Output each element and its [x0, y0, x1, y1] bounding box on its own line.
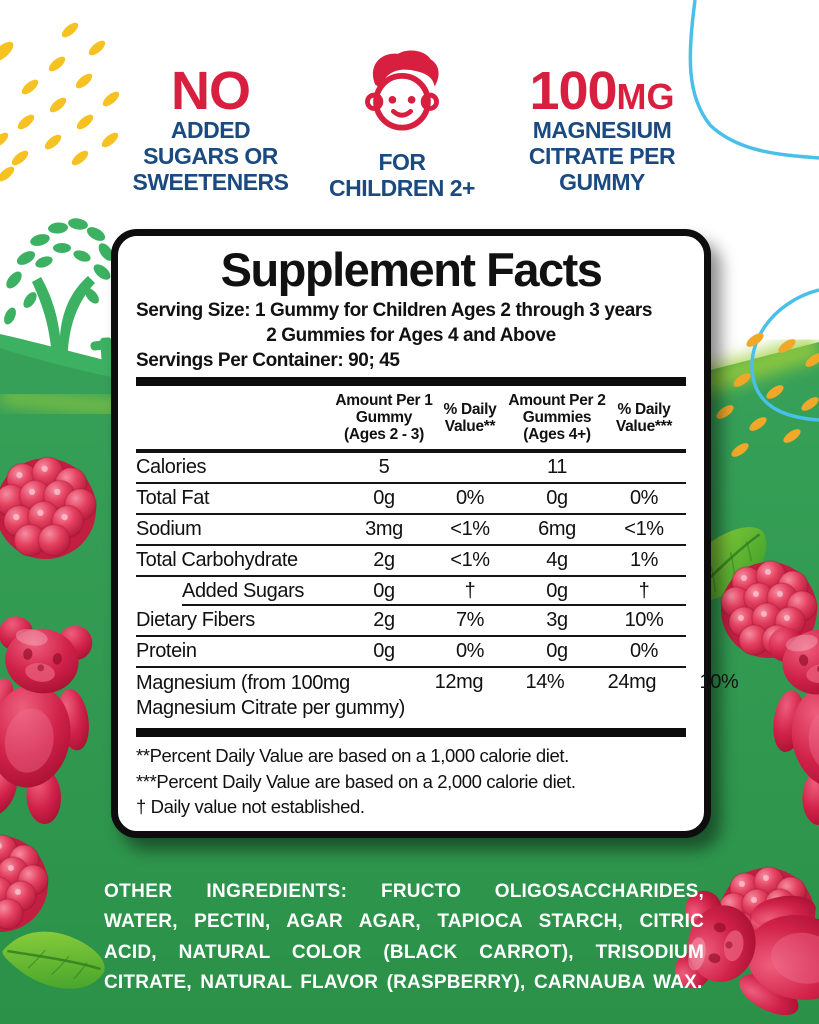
row-name: Added Sugars: [182, 580, 304, 603]
row-dv-2: 0%: [629, 487, 659, 510]
row-name: Dietary Fibers: [136, 609, 255, 632]
row-name: Magnesium (from 100mg Magnesium Citrate …: [136, 671, 409, 721]
row-dv-2: 1%: [629, 549, 659, 572]
row-value-2: 3g: [546, 609, 568, 632]
row-dv-1: <1%: [450, 549, 490, 572]
row-value-1: 12mg: [434, 671, 484, 694]
row-value-2: 0g: [546, 640, 568, 663]
row-name: Total Fat: [136, 487, 210, 510]
child-face-icon: [365, 50, 439, 131]
table-row-magnesium: Magnesium (from 100mg Magnesium Citrate …: [136, 668, 739, 724]
row-value-1: 0g: [373, 580, 395, 603]
table-row-total-carbohydrate: Total Carbohydrate 2g <1% 4g 1%: [136, 546, 686, 578]
badge-no-line-3: SWEETENERS: [132, 168, 289, 195]
row-dv-2: 0%: [629, 640, 659, 663]
row-value-2: 4g: [546, 549, 568, 572]
other-ingredients: OTHER INGREDIENTS: FRUCTO OLIGOSACCHARID…: [104, 877, 704, 999]
row-name: Total Carbohydrate: [136, 549, 298, 572]
row-name: Protein: [136, 640, 197, 663]
badge-for-children: FOR CHILDREN 2+: [318, 46, 486, 202]
table-row-calories: Calories 5 11: [136, 453, 686, 485]
row-value-2: 0g: [546, 580, 568, 603]
nutrition-table: Amount Per 1 Gummy (Ages 2 - 3) % Daily …: [136, 386, 739, 724]
servings-per-container: Servings Per Container: 90; 45: [136, 350, 400, 372]
row-name: Calories: [136, 456, 207, 479]
footnote-2: ***Percent Daily Value are based on a 2,…: [136, 770, 576, 792]
row-value-1: 5: [378, 456, 390, 479]
thick-divider-top: [136, 377, 686, 387]
row-value-1: 2g: [373, 609, 395, 632]
serving-size-line-1: Serving Size: 1 Gummy for Children Ages …: [136, 299, 653, 321]
table-header-row: Amount Per 1 Gummy (Ages 2 - 3) % Daily …: [136, 386, 686, 454]
table-row-added-sugars: Added Sugars 0g † 0g †: [136, 577, 686, 607]
row-dv-2: 10%: [624, 609, 664, 632]
table-row-sodium: Sodium 3mg <1% 6mg <1%: [136, 515, 686, 547]
badge-child-line-2: CHILDREN 2+: [329, 174, 475, 201]
row-dv-2: 10%: [699, 671, 739, 694]
row-name: Sodium: [136, 518, 202, 541]
table-row-protein: Protein 0g 0% 0g 0%: [136, 637, 686, 669]
magnesium-name-line-2: Magnesium Citrate per gummy): [136, 697, 405, 720]
supplement-facts-panel: Supplement Facts Serving Size: 1 Gummy f…: [111, 229, 739, 838]
badge-mg-line-2: CITRATE PER: [528, 142, 676, 169]
row-value-2: 0g: [546, 487, 568, 510]
serving-size-line-2: 2 Gummies for Ages 4 and Above: [266, 325, 556, 347]
magnesium-name-line-1: Magnesium (from 100mg: [136, 672, 350, 695]
header-amount-2-gummies: Amount Per 2 Gummies (Ages 4+): [508, 392, 606, 444]
badge-mg-line-1: MAGNESIUM: [532, 117, 672, 143]
footnote-3: † Daily value not established.: [136, 796, 365, 818]
row-dv-2: <1%: [624, 518, 664, 541]
row-value-2: 6mg: [538, 518, 576, 541]
badge-mg-value: 100MG: [512, 64, 692, 118]
panel-title: Supplement Facts: [220, 243, 603, 296]
yellow-dashes-left: [0, 22, 120, 182]
thick-divider-bottom: [136, 728, 686, 738]
row-value-2: 24mg: [607, 671, 657, 694]
raspberry-left: [0, 456, 97, 560]
row-dv-1: 0%: [455, 487, 485, 510]
badge-no-emphasis: NO: [171, 61, 251, 121]
badge-no-line-1: ADDED: [170, 117, 251, 143]
badge-mg-line-3: GUMMY: [559, 168, 645, 195]
header-amount-1-gummy: Amount Per 1 Gummy (Ages 2 - 3): [335, 392, 433, 444]
footnote-1: **Percent Daily Value are based on a 1,0…: [136, 745, 569, 767]
row-value-2: 11: [547, 456, 567, 479]
header-daily-value-2: % Daily Value***: [615, 400, 673, 435]
row-dv-1: <1%: [450, 518, 490, 541]
badge-mg-number: 100: [529, 61, 617, 121]
row-value-1: 3mg: [365, 518, 403, 541]
badge-child-line-1: FOR: [378, 149, 426, 175]
table-row-dietary-fibers: Dietary Fibers 2g 7% 3g 10%: [136, 606, 686, 638]
table-row-total-fat: Total Fat 0g 0% 0g 0%: [136, 484, 686, 516]
badge-mg-unit: MG: [616, 76, 675, 117]
row-dv-2: †: [638, 580, 650, 603]
other-ingredients-text: FRUCTO OLIGOSACCHARIDES, WATER, PECTIN, …: [104, 881, 704, 994]
row-value-1: 2g: [373, 549, 395, 572]
row-dv-1: 14%: [525, 671, 565, 694]
row-value-1: 0g: [373, 640, 395, 663]
row-value-1: 0g: [373, 487, 395, 510]
cyan-curves: [688, 0, 819, 422]
row-dv-1: 0%: [455, 640, 485, 663]
badge-100mg-magnesium: 100MG MAGNESIUM CITRATE PER GUMMY: [512, 64, 692, 195]
yellow-dashes-right: [716, 333, 819, 457]
footnotes: **Percent Daily Value are based on a 1,0…: [136, 743, 686, 820]
badge-no-line-2: SUGARS OR: [143, 142, 278, 169]
badge-no-added-sugars: NO ADDED SUGARS OR SWEETENERS: [128, 64, 293, 195]
row-dv-1: †: [464, 580, 476, 603]
header-daily-value-1: % Daily Value**: [443, 400, 497, 435]
other-ingredients-label: OTHER INGREDIENTS:: [104, 881, 348, 902]
row-dv-1: 7%: [455, 609, 485, 632]
